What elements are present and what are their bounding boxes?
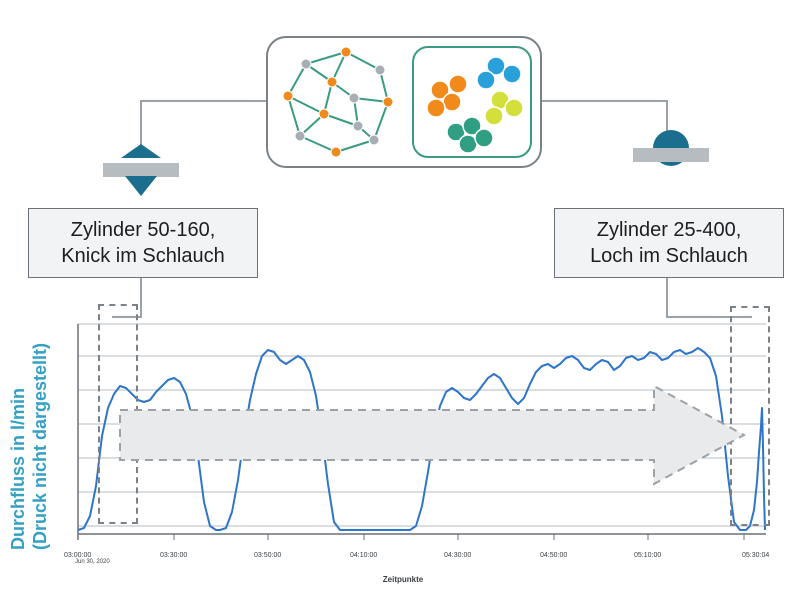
flow-chart	[64, 316, 780, 556]
x-last-label: 05:30:04	[742, 552, 769, 559]
card-left-line2: Knick im Schlauch	[43, 243, 243, 269]
network-graph	[276, 44, 396, 160]
flow-chart-svg	[64, 316, 780, 556]
connector-line	[542, 100, 668, 102]
stage: Zylinder 50-160, Knick im Schlauch Zylin…	[0, 0, 806, 603]
x-tick-label: 03:50:00	[254, 552, 281, 559]
card-left-line1: Zylinder 50-160,	[43, 217, 243, 243]
label-card-right: Zylinder 25-400, Loch im Schlauch	[554, 208, 784, 278]
y-axis-line1: Durchfluss in l/min	[8, 300, 30, 550]
model-box	[266, 36, 542, 168]
x-tick-label: 05:10:00	[634, 552, 661, 559]
cluster-panel	[412, 46, 532, 158]
y-axis-label: Durchfluss in l/min (Druck nicht dargest…	[8, 300, 52, 550]
connector-line	[140, 100, 142, 148]
valve-left-bottom-tri	[125, 176, 157, 196]
highlight-box-left	[98, 304, 138, 524]
valve-right-bar	[633, 148, 709, 162]
x-tick-label: 04:30:00	[444, 552, 471, 559]
connector-line	[140, 100, 266, 102]
card-right-line1: Zylinder 25-400,	[569, 217, 769, 243]
valve-left-top-tri	[121, 144, 161, 158]
highlight-box-right	[730, 306, 770, 526]
label-card-left: Zylinder 50-160, Knick im Schlauch	[28, 208, 258, 278]
x-axis-title: Zeitpunkte	[0, 575, 806, 584]
valve-left-icon	[98, 144, 184, 208]
y-axis-line2: (Druck nicht dargestellt)	[30, 300, 52, 550]
x-first-sublabel: Jun 30, 2020	[75, 559, 110, 565]
cluster-graph	[414, 48, 530, 156]
x-tick-label: 04:10:00	[350, 552, 377, 559]
x-tick-label: 04:50:00	[540, 552, 567, 559]
valve-right-icon	[628, 144, 714, 208]
x-tick-label: 03:00:00	[64, 552, 91, 559]
card-right-line2: Loch im Schlauch	[569, 243, 769, 269]
x-tick-label: 03:30:00	[160, 552, 187, 559]
connector-line	[140, 274, 142, 318]
connector-line	[666, 274, 668, 318]
valve-left-bar	[103, 163, 179, 177]
network-graph-panel	[276, 44, 396, 160]
